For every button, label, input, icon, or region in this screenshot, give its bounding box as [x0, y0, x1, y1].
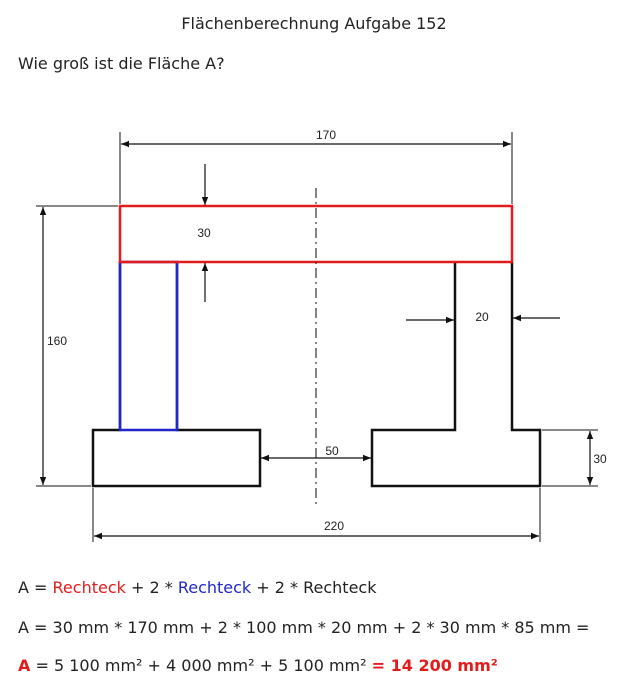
- formula-a-label: A =: [18, 578, 53, 597]
- formula-result-a: A: [18, 656, 31, 675]
- dim-label-220: 220: [324, 519, 344, 533]
- question-text: Wie groß ist die Fläche A?: [18, 54, 225, 73]
- dim-label-170: 170: [316, 128, 336, 142]
- page-title: Flächenberechnung Aufgabe 152: [181, 14, 447, 33]
- formula-line-1: A = Rechteck + 2 * Rechteck + 2 * Rechte…: [18, 578, 376, 597]
- dim-label-30-foot: 30: [593, 452, 607, 466]
- dim-label-30-top: 30: [197, 226, 211, 240]
- formula-sum: = 5 100 mm² + 4 000 mm² + 5 100 mm²: [30, 656, 372, 675]
- dimension-gap: 50: [261, 444, 371, 462]
- dim-label-20: 20: [475, 310, 489, 324]
- formula-plus-1: + 2 *: [125, 578, 178, 597]
- formula-line-3: A = 5 100 mm² + 4 000 mm² + 5 100 mm² = …: [18, 656, 498, 675]
- dimension-top-height: 30: [197, 164, 211, 302]
- dim-label-160: 160: [47, 334, 67, 348]
- formula-red-rectangle: Rechteck: [52, 578, 126, 597]
- formula-result: = 14 200 mm²: [371, 656, 498, 675]
- dimension-foot-height: 30: [542, 429, 607, 487]
- formula-blue-rectangle: Rechteck: [177, 578, 252, 597]
- dimension-total-height: 160: [36, 205, 118, 487]
- dim-label-50: 50: [325, 444, 339, 458]
- dimension-bottom-width: 220: [92, 488, 541, 542]
- dimension-top-width: 170: [119, 128, 513, 204]
- formula-plus-2: + 2 * Rechteck: [251, 578, 377, 597]
- web-rectangle-blue: [118, 260, 179, 432]
- profile-outline: [91, 262, 542, 488]
- dimension-web-width: 20: [406, 310, 560, 324]
- formula-line-2: A = 30 mm * 170 mm + 2 * 100 mm * 20 mm …: [18, 618, 590, 637]
